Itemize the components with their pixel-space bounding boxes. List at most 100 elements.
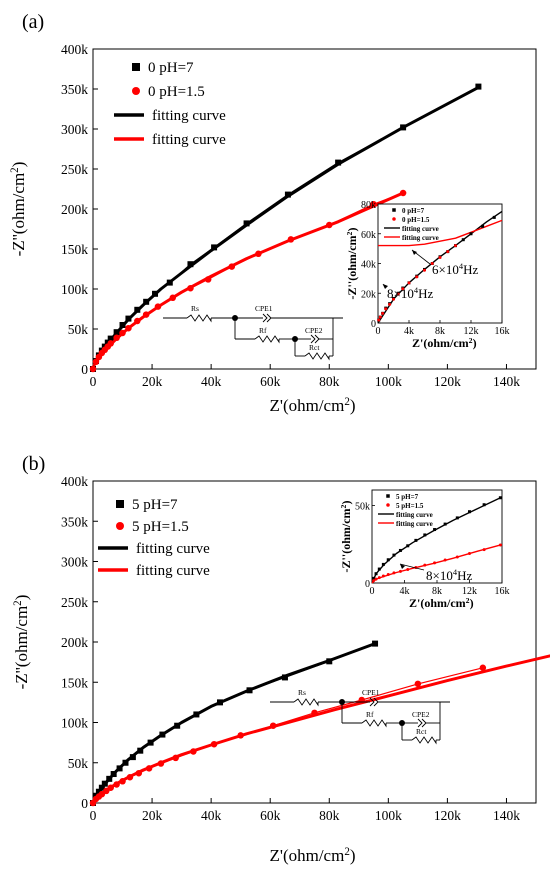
panel-a-data-point xyxy=(125,315,132,322)
panel-a-xaxis-title: Z'(ohm/cm2) xyxy=(270,396,356,415)
panel-a-data-point xyxy=(113,329,120,336)
panel-a-data-point xyxy=(187,284,194,292)
panel-b-legend-label: 5 pH=7 xyxy=(132,497,178,513)
panel-b-fit-line-0 xyxy=(91,642,376,804)
panel-b-inset-data-point xyxy=(433,561,437,565)
panel-b-inset-data-point xyxy=(423,533,427,537)
panel-b-xtick-label: 100k xyxy=(375,808,402,823)
panel-a-inset-data-point xyxy=(430,262,434,265)
panel-b-inset-xtick-label: 4k xyxy=(400,586,410,597)
panel-a-inset-ytick-label: 20k xyxy=(361,289,376,300)
panel-a-inset-data-point xyxy=(446,250,450,254)
panel-b-data-point xyxy=(106,775,113,782)
panel-b-inset-data-point xyxy=(381,574,385,578)
panel-b-inset-data-point xyxy=(406,568,410,572)
panel-b-legend-label: 5 pH=1.5 xyxy=(132,519,189,535)
panel-a-inset-xaxis-title: Z'(ohm/cm2) xyxy=(412,336,477,351)
panel-b-data-point xyxy=(119,778,126,785)
panel-a-data-point xyxy=(154,303,162,310)
panel-b-inset-data-point xyxy=(386,558,390,562)
panel-a-inset-xtick-label: 16k xyxy=(495,326,510,337)
panel-a-inset-data-point xyxy=(454,244,457,248)
panel-b-legend-marker xyxy=(116,500,124,508)
panel-a-data-point xyxy=(228,263,236,270)
panel-b-inset-yaxis-title: -Z''(ohm/cm2) xyxy=(339,501,354,573)
panel-a-inset-annotation-arrowhead xyxy=(383,284,388,289)
panel-b-data-point xyxy=(210,740,218,748)
panel-a-data-point xyxy=(243,220,250,227)
panel-a-inset-xtick-label: 0 xyxy=(376,326,381,337)
panel-a: (a) 0 50k 100k 150k 200k 250k 300k 350k 400k 0 20k 4… xyxy=(9,11,537,415)
panel-a-ytick-label: 150k xyxy=(61,242,88,257)
panel-a-data-point xyxy=(92,358,100,366)
panel-b-data-point xyxy=(372,640,379,647)
panel-a-xaxis-title-main: Z'(ohm/cm xyxy=(270,396,345,415)
panel-b-data-point xyxy=(414,680,422,688)
panel-b-circuit-resistor xyxy=(293,698,319,707)
panel-b-inset-data-point xyxy=(443,558,447,562)
panel-b-xaxis-title-exp: 2 xyxy=(344,846,350,858)
panel-b-inset-data-point xyxy=(392,553,396,557)
panel-a-inset-data-point xyxy=(384,307,388,311)
panel-a-inset-ytick-label: 40k xyxy=(361,260,376,271)
panel-a-inset-annotation-0: 6×104Hz xyxy=(432,261,478,277)
panel-a-xtick-label: 100k xyxy=(375,374,402,389)
panel-b-xtick-label: 140k xyxy=(493,808,520,823)
panel-a-data-point xyxy=(326,221,333,229)
panel-a-data-point xyxy=(134,306,141,313)
panel-b-data-point xyxy=(246,687,253,694)
panel-b-inset-data-point xyxy=(468,552,471,556)
panel-b-inset-xaxis-title-main: Z'(ohm/cm xyxy=(409,596,466,610)
panel-a-inset-annotation-1-tail: Hz xyxy=(418,286,433,301)
panel-a-inset-annotation-1-exp: 4 xyxy=(414,285,419,295)
panel-b-series-line-0 xyxy=(92,643,376,804)
panel-a-data-point xyxy=(287,236,295,243)
panel-a-data-point xyxy=(335,159,342,166)
panel-b-ytick-label: 250k xyxy=(61,595,88,610)
panel-a-label: (a) xyxy=(22,11,44,33)
panel-b-inset-data-point xyxy=(498,496,502,500)
panel-b-inset-legend-label: 5 pH=1.5 xyxy=(396,502,424,510)
panel-b-inset-data-point xyxy=(377,567,381,571)
panel-b-ytick-label: 50k xyxy=(68,756,89,771)
panel-b-inset-ytick-label: 0 xyxy=(365,579,370,590)
panel-a-inset-xaxis-title-tail: ) xyxy=(473,336,477,350)
panel-b-inset-ytick-label: 50k xyxy=(355,502,370,513)
panel-a-ytick-label: 250k xyxy=(61,162,88,177)
panel-a-inset-data-point xyxy=(461,238,465,242)
panel-a-inset-legend-marker xyxy=(392,208,396,212)
panel-b-inset-legend-label: 5 pH=7 xyxy=(396,493,419,501)
panel-b-legend-label: fitting curve xyxy=(136,541,210,557)
panel-b-inset-data-point xyxy=(406,544,410,548)
panel-b-inset-xtick-label: 8k xyxy=(432,586,442,597)
panel-b-inset-legend-marker xyxy=(386,503,390,507)
panel-b-xtick-label: 0 xyxy=(90,808,97,823)
panel-a-xtick-label: 0 xyxy=(90,374,97,389)
panel-a-xtick-label: 120k xyxy=(434,374,461,389)
panel-b-inset-data-point xyxy=(398,548,402,552)
panel-a-circuit-label-cpe2: CPE2 xyxy=(305,326,323,335)
panel-b-circuit-label-rct: Rct xyxy=(416,727,427,736)
panel-a-ytick-label: 100k xyxy=(61,282,88,297)
panel-b-inset-legend-label: fitting curve xyxy=(396,520,433,528)
panel-a-ytick-label: 200k xyxy=(61,202,88,217)
panel-b-xaxis-title: Z'(ohm/cm2) xyxy=(270,846,356,865)
panel-b-legend-marker xyxy=(116,522,124,530)
panel-a-inset-frame xyxy=(377,203,503,324)
panel-a-yaxis-title-tail: ) xyxy=(9,162,28,168)
panel-b-inset-data-point xyxy=(468,510,471,514)
panel-b-data-point xyxy=(269,722,277,729)
panel-b-data-point xyxy=(116,765,123,772)
panel-a-inset-data-point xyxy=(401,287,405,291)
panel-b-inset-data-point xyxy=(423,563,427,567)
panel-a-inset-data-point xyxy=(392,297,395,301)
panel-a-data-point xyxy=(399,189,407,197)
panel-b-data-point xyxy=(95,788,102,795)
panel-a-circuit-cpe xyxy=(310,334,316,344)
panel-b-ytick-label: 300k xyxy=(61,555,88,570)
panel-a-inset-xtick-label: 12k xyxy=(464,326,479,337)
panel-b-data-point xyxy=(216,699,223,706)
panel-a-ytick-label: 400k xyxy=(61,42,88,57)
panel-b-circuit-resistor xyxy=(361,719,387,728)
